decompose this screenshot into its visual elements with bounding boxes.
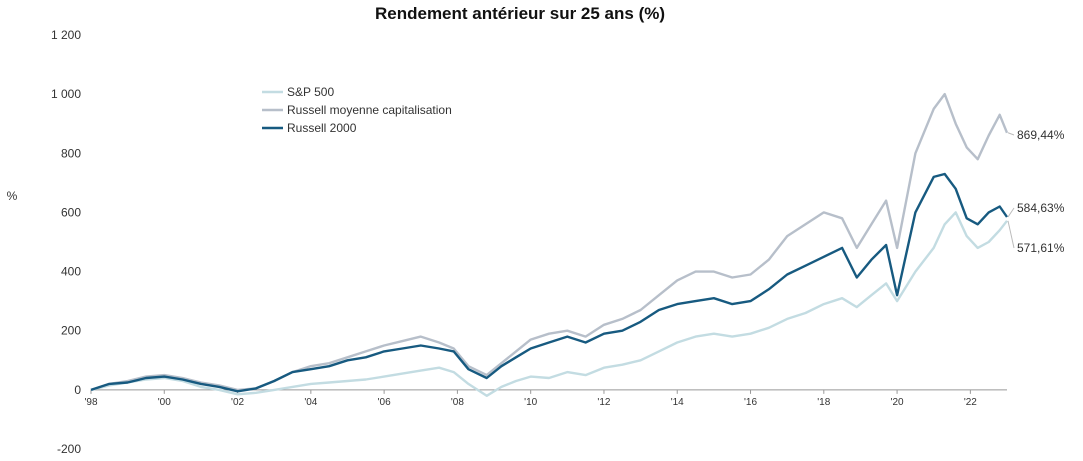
- end-label-leader: [1007, 207, 1015, 218]
- x-tick-label: '16: [744, 397, 757, 408]
- end-value-label: 584,63%: [1017, 201, 1065, 215]
- x-tick-label: '18: [817, 397, 830, 408]
- y-tick-label: -200: [57, 442, 81, 456]
- end-label-leader: [1007, 132, 1015, 136]
- legend: S&P 500 Russell moyenne capitalisation Rus…: [262, 85, 452, 135]
- y-tick-label: 1 200: [51, 28, 81, 42]
- y-tick-label: 400: [61, 265, 81, 279]
- end-value-label: 869,44%: [1017, 128, 1065, 142]
- series-line-3: [90, 172, 1008, 393]
- x-tick-label: '10: [524, 397, 537, 408]
- series-layer: [90, 92, 1009, 397]
- y-tick-label: 1 000: [51, 87, 81, 101]
- end-value-label: 571,61%: [1017, 241, 1065, 255]
- x-tick-label: '06: [378, 397, 391, 408]
- y-tick-label: 0: [74, 383, 81, 397]
- x-tick-label: '22: [964, 397, 977, 408]
- end-label-leader: [1007, 220, 1015, 249]
- end-labels: 571,61% 869,44% 584,63%: [1007, 128, 1065, 255]
- legend-label: S&P 500: [287, 85, 334, 99]
- x-axis: '98 '00 '02 '04 '06 '08 '10 '12 '14 '16 '18 '20 '22: [84, 389, 1007, 408]
- x-tick-label: '04: [304, 397, 317, 408]
- chart-title: Rendement antérieur sur 25 ans (%): [374, 4, 666, 23]
- legend-label: Russell moyenne capitalisation: [287, 103, 452, 117]
- x-tick-label: '14: [671, 397, 684, 408]
- y-axis-label: %: [7, 189, 18, 203]
- legend-label: Russell 2000: [287, 121, 357, 135]
- y-tick-label: 800: [61, 146, 81, 160]
- series-line-2: [90, 92, 1009, 392]
- y-tick-label: 200: [61, 324, 81, 338]
- y-tick-label: 600: [61, 205, 81, 219]
- x-tick-label: '02: [231, 397, 244, 408]
- x-tick-label: '00: [158, 397, 171, 408]
- series-line-1: [90, 211, 1008, 397]
- y-axis: -200 0 200 400 600 800 1 000 1 200: [51, 28, 81, 456]
- x-tick-label: '12: [597, 397, 610, 408]
- x-tick-label: '20: [891, 397, 904, 408]
- x-tick-label: '08: [451, 397, 464, 408]
- x-tick-label: '98: [84, 397, 97, 408]
